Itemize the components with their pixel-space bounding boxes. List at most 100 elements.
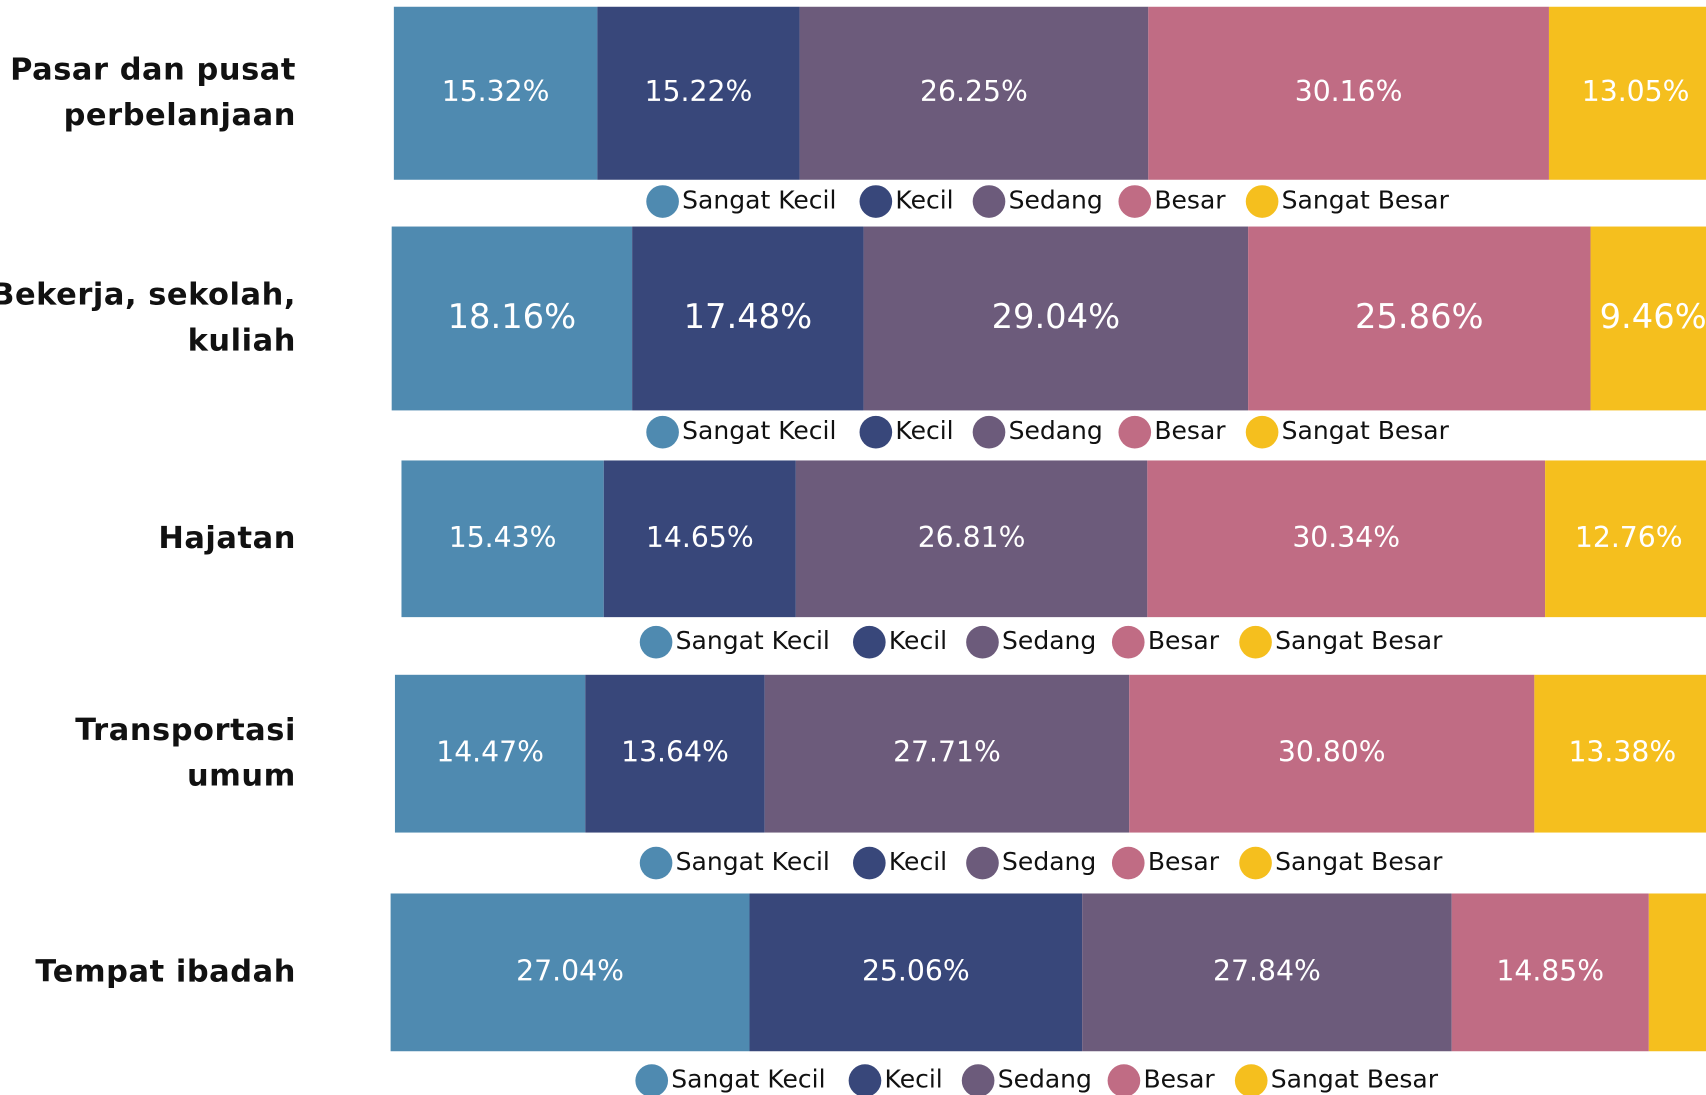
legend-label: Kecil	[895, 186, 953, 215]
legend-swatch	[1118, 185, 1152, 218]
legend-swatch	[853, 846, 886, 880]
value-label: 14.47%	[436, 736, 544, 769]
legend-swatch	[1111, 846, 1145, 880]
legend-label: Sangat Kecil	[671, 1065, 825, 1094]
bar-segment	[632, 226, 864, 411]
value-label: 27.04%	[516, 954, 624, 987]
legend-label: Besar	[1154, 416, 1226, 445]
legend-label: Kecil	[895, 416, 953, 445]
legend-label: Besar	[1148, 626, 1220, 655]
bar-segment	[1534, 674, 1706, 833]
legend-label: Sangat Kecil	[676, 626, 830, 655]
legend-label: Sangat Kecil	[682, 416, 836, 445]
legend-swatch	[1234, 1064, 1268, 1095]
category-label: Bekerja, sekolah, kuliah	[0, 277, 296, 358]
value-label: 13.64%	[621, 736, 729, 769]
category-label: Tempat ibadah	[35, 954, 296, 989]
legend-swatch	[635, 1064, 669, 1095]
bar-segment	[1451, 893, 1649, 1052]
legend-swatch	[1118, 415, 1152, 449]
legend-label: Kecil	[889, 847, 947, 876]
value-label: 13.38%	[1568, 736, 1676, 769]
value-label: 9.46%	[1600, 297, 1706, 336]
category-label: Pasar dan pusat perbelanjaan	[10, 52, 296, 133]
bar-segment	[1129, 674, 1535, 833]
bar-segment	[1590, 226, 1706, 411]
value-label: 25.06%	[862, 954, 970, 987]
bar-segment	[585, 674, 765, 833]
legend-swatch	[972, 185, 1006, 218]
value-label: 14.65%	[646, 521, 754, 554]
legend-swatch	[972, 415, 1006, 449]
legend-label: Sangat Besar	[1275, 847, 1443, 876]
legend-swatch	[646, 185, 679, 218]
legend-swatch	[1239, 846, 1272, 880]
value-label: 26.81%	[918, 521, 1026, 554]
bar-segment	[401, 460, 604, 618]
bar-segment	[799, 6, 1149, 180]
legend-label: Sangat Besar	[1275, 626, 1443, 655]
bar-segment	[390, 893, 750, 1052]
value-label: 15.32%	[442, 75, 550, 108]
legend-label: Sedang	[1009, 416, 1103, 445]
bar-segment	[863, 226, 1249, 411]
value-label: 30.34%	[1292, 521, 1400, 554]
legend-swatch	[1245, 415, 1279, 449]
legend-label: Sedang	[1002, 626, 1096, 655]
legend-swatch	[966, 846, 999, 880]
bar-segment	[597, 6, 800, 180]
bar-segment	[749, 893, 1083, 1052]
legend-swatch	[1111, 625, 1145, 659]
legend-swatch	[1239, 625, 1272, 659]
bar-segment	[1648, 893, 1706, 1052]
bar-segment	[1148, 6, 1549, 180]
legend-swatch	[859, 185, 893, 218]
bar-segment	[1147, 460, 1546, 618]
legend-label: Kecil	[885, 1065, 943, 1094]
legend-swatch	[848, 1064, 882, 1095]
legend-swatch	[966, 625, 999, 659]
value-label: 13.05%	[1582, 75, 1690, 108]
legend-swatch	[639, 846, 673, 880]
value-label: 25.86%	[1355, 297, 1484, 336]
legend-swatch	[859, 415, 893, 449]
bar-segment	[764, 674, 1130, 833]
bar-segment	[391, 226, 633, 411]
bar-segment	[795, 460, 1148, 618]
bar-segment	[1082, 893, 1452, 1052]
category-label: Hajatan	[158, 520, 296, 555]
legend-label: Sangat Kecil	[676, 847, 830, 876]
legend-label: Besar	[1148, 847, 1220, 876]
value-label: 15.22%	[645, 75, 753, 108]
legend-swatch	[961, 1064, 995, 1095]
legend-label: Sangat Kecil	[682, 186, 836, 215]
legend-label: Sedang	[998, 1065, 1092, 1094]
value-label: 26.25%	[920, 75, 1028, 108]
value-label: 17.48%	[684, 297, 813, 336]
legend-swatch	[646, 415, 679, 449]
legend-label: Sangat Besar	[1282, 416, 1450, 445]
legend-label: Sedang	[1009, 186, 1103, 215]
bar-segment	[1248, 226, 1591, 411]
legend-label: Sangat Besar	[1271, 1065, 1439, 1094]
bar-segment	[393, 6, 598, 180]
value-label: 29.04%	[992, 297, 1121, 336]
legend-label: Besar	[1154, 186, 1226, 215]
legend-swatch	[1107, 1064, 1141, 1095]
value-label: 14.85%	[1496, 954, 1604, 987]
legend-swatch	[1245, 185, 1279, 218]
value-label: 12.76%	[1575, 521, 1683, 554]
bar-segment	[1545, 460, 1706, 618]
bar-segment	[394, 674, 586, 833]
legend-label: Sangat Besar	[1282, 186, 1450, 215]
value-label: 30.80%	[1278, 736, 1386, 769]
bar-segment	[1548, 6, 1706, 180]
value-label: 15.43%	[449, 521, 557, 554]
bar-segment	[603, 460, 796, 618]
legend-swatch	[639, 625, 673, 659]
legend-label: Sedang	[1002, 847, 1096, 876]
value-label: 18.16%	[448, 297, 577, 336]
legend-label: Besar	[1143, 1065, 1215, 1094]
